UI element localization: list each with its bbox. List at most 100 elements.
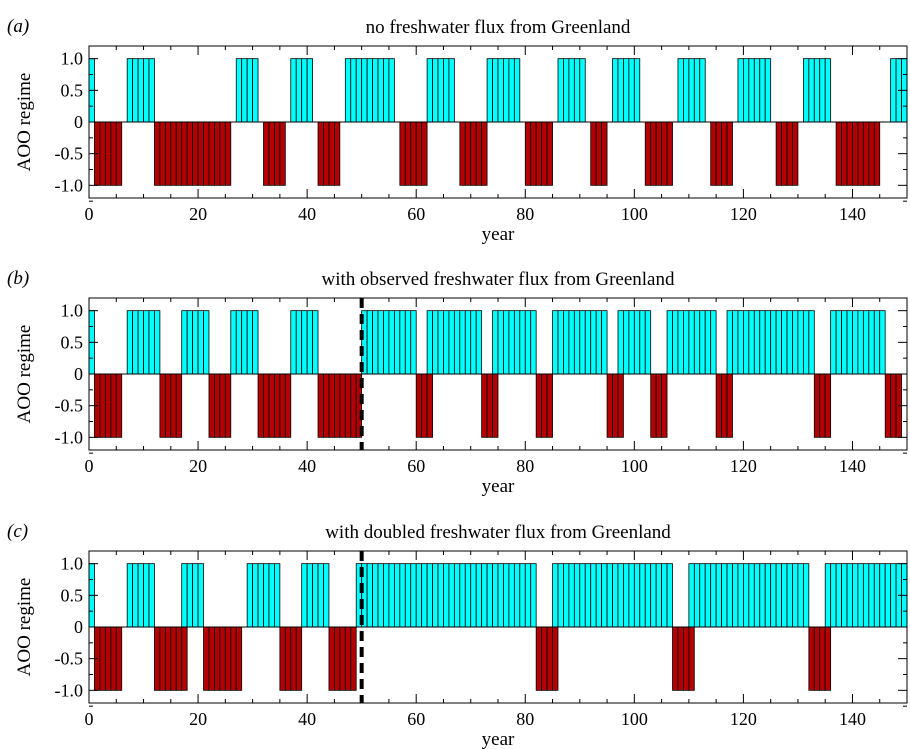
negative-regime-bar <box>721 121 728 186</box>
positive-regime-bar <box>601 563 608 628</box>
positive-regime-bar <box>464 310 472 375</box>
positive-regime-bar <box>655 563 663 628</box>
positive-regime-bar <box>732 310 739 375</box>
negative-regime-bar <box>159 121 166 186</box>
x-tick-label: 60 <box>407 709 425 729</box>
positive-regime-bar <box>606 563 613 628</box>
positive-regime-bar <box>475 563 483 628</box>
chart-title: with doubled freshwater flux from Greenl… <box>325 522 671 543</box>
negative-regime-bar <box>323 121 330 186</box>
positive-regime-bar <box>759 58 766 123</box>
negative-regime-bar <box>333 626 341 691</box>
negative-regime-bar <box>214 373 221 438</box>
positive-regime-bar <box>383 310 390 375</box>
negative-regime-bar <box>274 121 281 186</box>
positive-regime-bar <box>192 563 199 628</box>
positive-regime-bar <box>623 58 630 123</box>
positive-regime-bar <box>426 310 433 375</box>
negative-regime-bar <box>617 373 624 438</box>
positive-regime-bar <box>835 563 842 628</box>
negative-regime-bar <box>104 121 112 186</box>
positive-regime-bar <box>579 563 586 628</box>
positive-regime-bar <box>132 563 139 628</box>
negative-regime-bar <box>268 121 275 186</box>
negative-regime-bar <box>492 373 499 438</box>
positive-regime-bar <box>508 310 515 375</box>
positive-regime-bar <box>388 58 395 123</box>
negative-regime-bar <box>290 626 297 691</box>
y-tick-label: 0.5 <box>61 80 84 100</box>
positive-regime-bar <box>252 563 259 628</box>
positive-regime-bar <box>846 563 853 628</box>
positive-regime-bar <box>764 58 772 123</box>
positive-regime-bar <box>301 310 308 375</box>
positive-regime-bar <box>475 310 483 375</box>
negative-regime-bar <box>219 121 226 186</box>
positive-regime-bar <box>699 310 706 375</box>
positive-regime-bar <box>252 58 259 123</box>
positive-regime-bar <box>197 563 204 628</box>
positive-regime-bar <box>868 563 875 628</box>
negative-regime-bar <box>644 121 652 186</box>
negative-regime-bar <box>464 121 472 186</box>
positive-regime-bar <box>835 310 842 375</box>
negative-regime-bar <box>263 373 270 438</box>
positive-regime-bar <box>797 310 804 375</box>
positive-regime-bar <box>443 563 450 628</box>
positive-regime-bar <box>628 310 635 375</box>
positive-regime-bar <box>230 310 237 375</box>
positive-regime-bar <box>775 563 782 628</box>
negative-regime-bar <box>175 626 183 691</box>
x-tick-label: 60 <box>407 456 425 476</box>
x-tick-label: 80 <box>516 456 534 476</box>
positive-regime-bar <box>748 563 755 628</box>
chart-title: no freshwater flux from Greenland <box>366 17 631 38</box>
positive-regime-bar <box>868 310 875 375</box>
positive-regime-bar <box>584 310 592 375</box>
positive-regime-bar <box>884 563 892 628</box>
positive-regime-bar <box>519 310 526 375</box>
negative-regime-bar <box>219 373 226 438</box>
negative-regime-bar <box>110 121 117 186</box>
negative-regime-bar <box>475 121 483 186</box>
positive-regime-bar <box>802 58 810 123</box>
positive-regime-bar <box>448 563 455 628</box>
chart-panel-a: 0 20 40 60 80 100 120 140 1.0 0.5 0 -0.5 -1.0 year AOO… <box>7 16 908 245</box>
positive-regime-bar <box>748 310 755 375</box>
positive-regime-bar <box>366 563 373 628</box>
positive-regime-bar <box>628 58 635 123</box>
positive-regime-bar <box>743 58 750 123</box>
positive-regime-bar <box>617 58 624 123</box>
negative-regime-bar <box>546 373 553 438</box>
positive-regime-bar <box>568 310 575 375</box>
positive-regime-bar <box>666 310 673 375</box>
negative-regime-bar <box>808 626 815 691</box>
negative-regime-bar <box>524 121 532 186</box>
positive-regime-bar <box>143 310 150 375</box>
x-tick-label: 80 <box>516 709 534 729</box>
negative-regime-bar <box>339 626 346 691</box>
x-tick-label: 140 <box>839 456 866 476</box>
positive-regime-bar <box>873 563 881 628</box>
positive-regime-bar <box>126 58 134 123</box>
positive-regime-bar <box>312 563 319 628</box>
positive-regime-bar <box>770 310 777 375</box>
positive-regime-bar <box>295 58 303 123</box>
positive-regime-bar <box>661 563 668 628</box>
negative-regime-bar <box>819 373 826 438</box>
negative-regime-bar <box>541 121 548 186</box>
positive-regime-bar <box>513 58 521 123</box>
positive-regime-bar <box>530 310 537 375</box>
negative-regime-bar <box>115 626 123 691</box>
negative-regime-bar <box>224 121 232 186</box>
negative-regime-bar <box>884 373 892 438</box>
positive-regime-bar <box>186 563 194 628</box>
positive-regime-bar <box>732 563 739 628</box>
negative-regime-bar <box>181 121 188 186</box>
positive-regime-bar <box>633 563 641 628</box>
positive-regime-bar <box>377 310 384 375</box>
positive-regime-bar <box>306 310 313 375</box>
negative-regime-bar <box>535 373 543 438</box>
positive-regime-bar <box>383 563 390 628</box>
positive-regime-bar <box>246 310 253 375</box>
